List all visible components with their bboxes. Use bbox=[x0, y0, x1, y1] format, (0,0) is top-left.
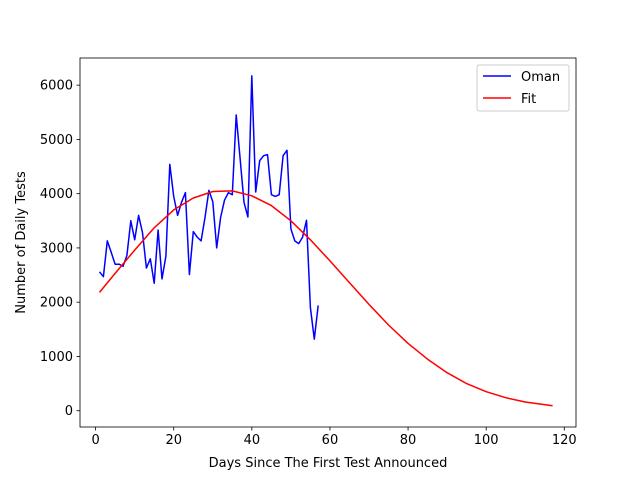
x-tick-label: 80 bbox=[400, 433, 417, 448]
y-tick-label: 5000 bbox=[40, 133, 73, 148]
y-axis-label: Number of Daily Tests bbox=[14, 171, 29, 314]
series-line-fit bbox=[98, 190, 553, 407]
axes-frame bbox=[79, 57, 577, 428]
x-tick-label: 20 bbox=[165, 433, 182, 448]
series-line-oman bbox=[98, 75, 319, 340]
y-tick-label: 0 bbox=[65, 404, 73, 419]
legend: Oman Fit bbox=[476, 64, 570, 112]
x-axis-label: Days Since The First Test Announced bbox=[209, 456, 448, 471]
x-tick-label: 100 bbox=[474, 433, 499, 448]
legend-label-fit: Fit bbox=[521, 92, 536, 107]
y-tick-label: 3000 bbox=[40, 241, 73, 256]
x-tick-label: 40 bbox=[244, 433, 261, 448]
x-tick-label: 60 bbox=[322, 433, 339, 448]
axes: 0 20 40 60 80 100 120 0 1000 2000 3000 4000 5000 6000 bbox=[40, 57, 577, 448]
x-tick-label: 0 bbox=[91, 433, 99, 448]
y-tick-label: 2000 bbox=[40, 296, 73, 311]
y-tick-label: 6000 bbox=[40, 79, 73, 94]
y-tick-label: 1000 bbox=[40, 350, 73, 365]
y-tick-label: 4000 bbox=[40, 187, 73, 202]
plot-area bbox=[98, 75, 553, 407]
legend-label-oman: Oman bbox=[521, 70, 560, 85]
x-tick-label: 120 bbox=[552, 433, 577, 448]
